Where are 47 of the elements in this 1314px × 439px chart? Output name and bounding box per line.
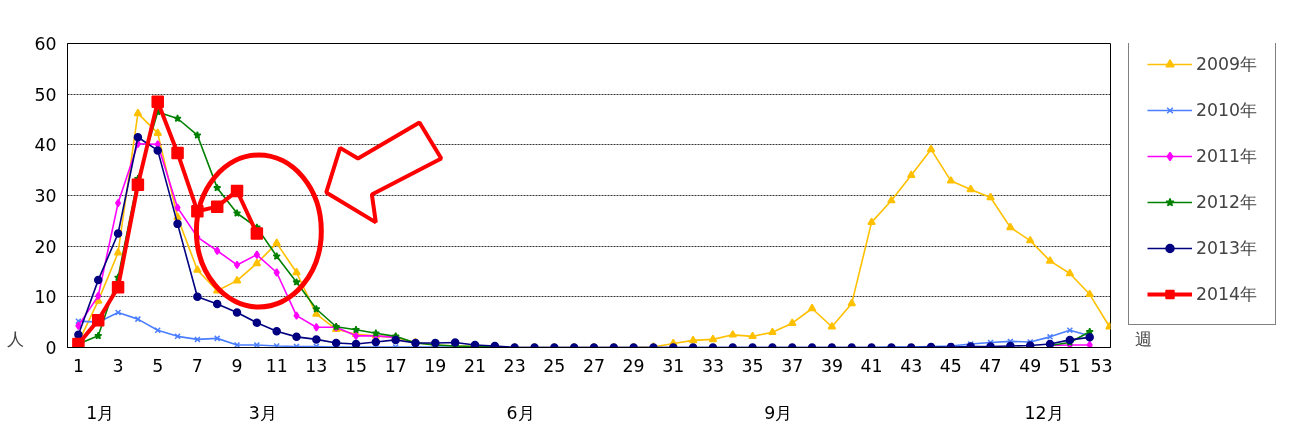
x-tick-label: 1 xyxy=(72,355,84,376)
y-tick-label: 40 xyxy=(34,135,57,156)
x-tick-label: 27 xyxy=(582,355,605,376)
x-tick-label: 43 xyxy=(900,355,923,376)
text: 12月 xyxy=(1024,402,1064,423)
y-tick-label: 0 xyxy=(45,338,57,358)
legend-label: 2011年 xyxy=(1196,145,1258,168)
x-tick-label: 25 xyxy=(543,355,566,376)
x-tick-label: 5 xyxy=(152,355,164,376)
x-tick-label: 13 xyxy=(305,355,328,376)
x-tick-label: 53 xyxy=(1090,355,1113,376)
x-tick-label: 49 xyxy=(1019,355,1042,376)
x-tick-label: 45 xyxy=(939,355,962,376)
text: 3月 xyxy=(248,402,277,423)
y-tick-label: 30 xyxy=(34,186,57,206)
legend-label: 2013年 xyxy=(1196,237,1258,260)
x-tick-label: 23 xyxy=(503,355,526,376)
y-tick-label: 60 xyxy=(34,34,57,54)
text: 1月 xyxy=(86,402,115,423)
y-tick-label: 50 xyxy=(34,84,57,105)
x-tick-label: 37 xyxy=(781,355,804,376)
text: 6月 xyxy=(506,402,535,423)
x-tick-label: 7 xyxy=(191,355,203,376)
x-tick-label: 9 xyxy=(231,355,243,376)
legend-label: 2009年 xyxy=(1196,53,1258,76)
x-tick-label: 31 xyxy=(662,355,685,376)
x-tick-label: 29 xyxy=(622,355,645,376)
y-axis-title: 人 xyxy=(6,328,24,349)
x-tick-label: 17 xyxy=(384,355,407,376)
x-tick-label: 47 xyxy=(979,355,1002,376)
legend-label: 2012年 xyxy=(1196,191,1258,214)
x-tick-label: 21 xyxy=(463,355,487,376)
x-tick-label: 41 xyxy=(860,355,883,376)
x-tick-label: 33 xyxy=(701,355,724,376)
x-tick-label: 19 xyxy=(424,355,447,376)
x-tick-label: 51 xyxy=(1058,355,1081,376)
x-tick-label: 3 xyxy=(112,355,124,376)
x-axis-title: 週 xyxy=(1134,328,1152,349)
y-tick-label: 10 xyxy=(34,287,57,308)
x-tick-label: 39 xyxy=(820,355,843,376)
x-tick-label: 15 xyxy=(344,355,368,376)
x-tick-label: 11 xyxy=(265,355,288,376)
x-tick-label: 35 xyxy=(741,355,764,376)
legend-label: 2014年 xyxy=(1196,283,1258,306)
legend-label: 2010年 xyxy=(1196,99,1258,122)
text: 9月 xyxy=(764,402,793,423)
y-tick-label: 20 xyxy=(34,236,57,257)
